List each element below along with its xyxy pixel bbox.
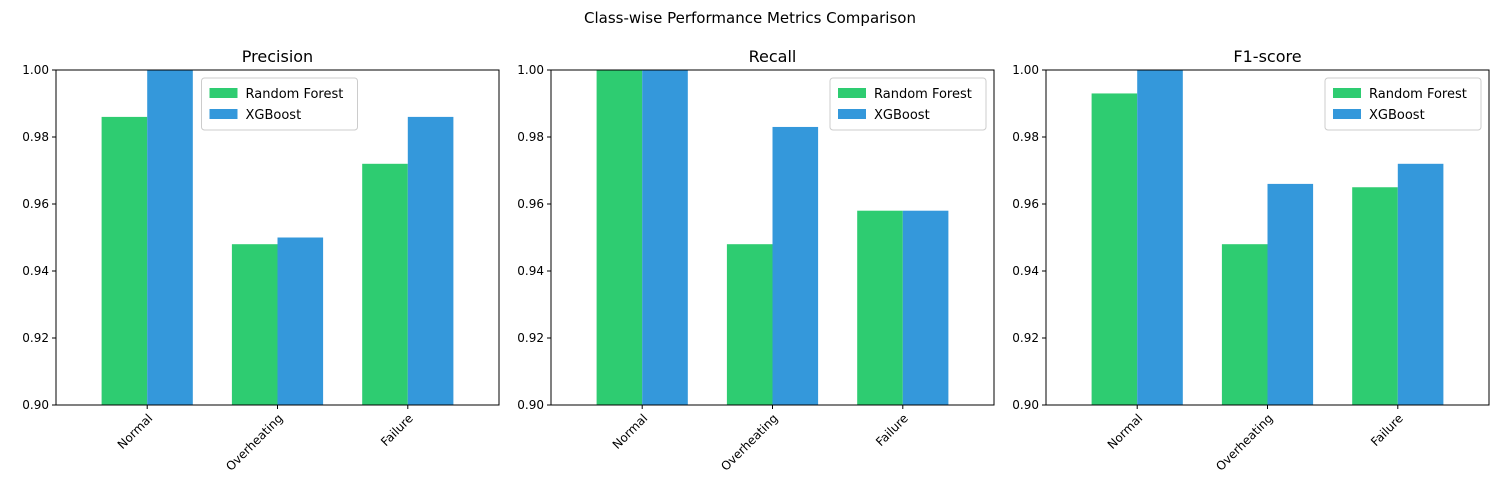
legend: Random Forest XGBoost	[829, 77, 987, 131]
bar-xgboost-normal	[147, 70, 193, 405]
panel-title: Recall	[749, 47, 797, 66]
x-tick-label: Normal	[1105, 411, 1146, 452]
y-tick-label: 0.98	[22, 130, 49, 144]
y-tick-label: 0.90	[22, 398, 49, 412]
bar-xgboost-failure	[902, 210, 949, 405]
legend-swatch	[838, 109, 866, 119]
y-tick-label: 1.00	[1012, 63, 1039, 77]
bar-xgboost-normal	[1137, 70, 1183, 405]
y-tick-label: 0.92	[22, 331, 49, 345]
legend-label: XGBoost	[246, 108, 302, 123]
y-tick-label: 0.94	[22, 264, 49, 278]
y-tick-label: 0.96	[22, 197, 49, 211]
y-tick-label: 0.98	[517, 130, 544, 144]
x-tick-label: Overheating	[718, 411, 780, 473]
x-tick-label: Failure	[378, 411, 416, 449]
y-tick-label: 0.92	[1012, 331, 1039, 345]
bar-xgboost-overheating	[277, 237, 324, 405]
figure-title: Class-wise Performance Metrics Compariso…	[584, 9, 916, 27]
bar-random-forest-failure	[857, 210, 903, 405]
chart-panel-precision: 0.90 0.92 0.94 0.96 0.98 1.00 Normal Overheatin…	[22, 47, 500, 474]
legend-swatch	[838, 88, 866, 98]
chart-panel-f1-score: 0.90 0.92 0.94 0.96 0.98 1.00 Normal Overheatin…	[1012, 47, 1490, 474]
bar-random-forest-normal	[1091, 93, 1138, 405]
y-tick-label: 1.00	[22, 63, 49, 77]
x-tick-label: Overheating	[223, 411, 285, 473]
legend-swatch	[1333, 88, 1361, 98]
y-tick-label: 0.90	[1012, 398, 1039, 412]
x-tick-label: Failure	[873, 411, 911, 449]
legend-label: Random Forest	[874, 87, 972, 102]
legend-label: Random Forest	[1369, 87, 1467, 102]
bar-xgboost-failure	[407, 116, 454, 406]
y-tick-label: 0.98	[1012, 130, 1039, 144]
legend-swatch	[209, 109, 238, 119]
legend: Random Forest XGBoost	[1324, 77, 1482, 131]
bar-xgboost-normal	[642, 70, 688, 405]
y-tick-label: 0.96	[517, 197, 544, 211]
legend-swatch	[1333, 109, 1361, 119]
chart-panel-recall: 0.90 0.92 0.94 0.96 0.98 1.00 Normal Overheatin…	[517, 47, 995, 474]
bar-random-forest-overheating	[726, 244, 773, 405]
legend-box	[1324, 77, 1482, 131]
bar-random-forest-normal	[596, 70, 643, 405]
x-tick-label: Failure	[1368, 411, 1406, 449]
bar-xgboost-overheating	[772, 126, 819, 405]
legend-box	[201, 77, 358, 131]
y-tick-label: 0.92	[517, 331, 544, 345]
bar-random-forest-failure	[1352, 187, 1398, 405]
bar-random-forest-overheating	[231, 244, 278, 405]
x-tick-label: Normal	[610, 411, 651, 452]
bar-xgboost-overheating	[1267, 183, 1314, 405]
legend-label: XGBoost	[1369, 108, 1425, 123]
legend: Random Forest XGBoost	[201, 77, 358, 131]
x-tick-label: Overheating	[1213, 411, 1275, 473]
legend-label: Random Forest	[246, 87, 344, 102]
bar-random-forest-failure	[362, 163, 408, 405]
y-tick-label: 0.90	[517, 398, 544, 412]
bar-random-forest-overheating	[1221, 244, 1268, 405]
legend-label: XGBoost	[874, 108, 930, 123]
y-tick-label: 0.94	[517, 264, 544, 278]
y-tick-label: 1.00	[517, 63, 544, 77]
bar-random-forest-normal	[101, 116, 148, 406]
y-tick-label: 0.96	[1012, 197, 1039, 211]
bar-xgboost-failure	[1397, 163, 1444, 405]
x-tick-label: Normal	[115, 411, 156, 452]
legend-box	[829, 77, 987, 131]
panel-title: Precision	[242, 47, 313, 66]
legend-swatch	[209, 88, 238, 98]
y-tick-label: 0.94	[1012, 264, 1039, 278]
panel-title: F1-score	[1233, 47, 1301, 66]
